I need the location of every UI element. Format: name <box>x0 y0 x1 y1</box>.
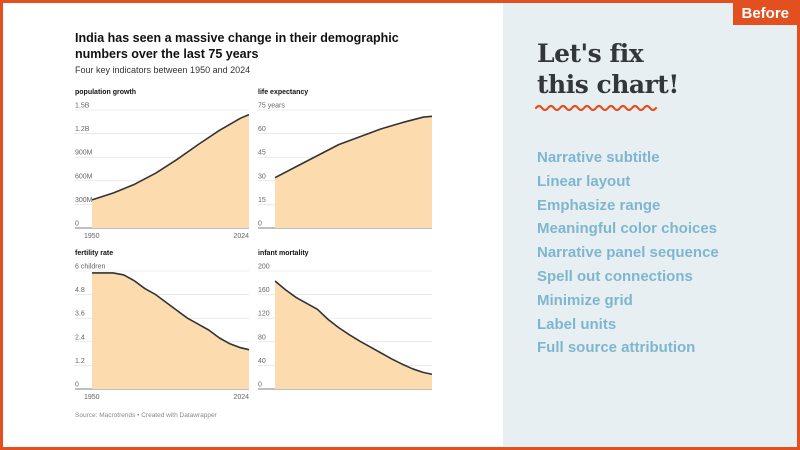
x-tick-label: 2024 <box>233 394 249 401</box>
y-tick-label: 120 <box>258 311 270 318</box>
y-tick-label: 600M <box>75 173 93 180</box>
series-area <box>92 272 249 389</box>
y-tick-label: 4.8 <box>75 287 85 294</box>
tip-item: Spell out connections <box>537 267 693 285</box>
tip-item: Narrative panel sequence <box>537 244 719 262</box>
y-tick-label: 0 <box>75 221 79 228</box>
series-line <box>91 113 250 201</box>
y-tick-label: 0 <box>258 382 262 389</box>
panel-title: infant mortality <box>258 250 309 257</box>
chart-source: Source: Macrotrends • Created with Dataw… <box>75 412 217 419</box>
y-tick-label: 2.4 <box>75 334 85 341</box>
tip-item: Meaningful color choices <box>537 220 718 238</box>
y-tick-label: 300M <box>75 197 93 204</box>
panel-title: life expectancy <box>258 89 308 96</box>
y-tick-label: 160 <box>258 287 270 294</box>
y-tick-label: 75 years <box>258 103 285 110</box>
panel-title: population growth <box>75 89 136 96</box>
tip-item: Full source attribution <box>537 339 696 357</box>
series-area <box>275 116 432 228</box>
y-tick-label: 1.5B <box>75 103 90 110</box>
series-line <box>92 272 250 351</box>
y-tick-label: 40 <box>258 358 266 365</box>
x-tick-label: 1950 <box>84 233 100 240</box>
chart-title: India has seen a massive change in their… <box>75 31 399 61</box>
tip-item: Label units <box>537 315 617 333</box>
tip-item: Minimize grid <box>537 291 633 309</box>
y-tick-label: 900M <box>75 150 93 157</box>
y-tick-label: 30 <box>258 173 266 180</box>
chart-subtitle: Four key indicators between 1950 and 202… <box>75 65 251 75</box>
y-tick-label: 1.2 <box>75 358 85 365</box>
y-tick-label: 200 <box>258 264 270 271</box>
y-tick-label: 80 <box>258 334 266 341</box>
y-tick-label: 6 children <box>75 264 105 271</box>
panel-title: fertility rate <box>75 250 113 257</box>
y-tick-label: 0 <box>75 382 79 389</box>
y-tick-label: 1.2B <box>75 126 90 133</box>
series-line <box>274 280 433 376</box>
tip-item: Linear layout <box>537 172 631 190</box>
y-tick-label: 3.6 <box>75 311 85 318</box>
y-tick-label: 60 <box>258 126 266 133</box>
series-area <box>92 114 249 228</box>
x-tick-label: 1950 <box>84 394 100 401</box>
tip-item: Narrative subtitle <box>537 149 660 166</box>
series-line <box>274 115 433 179</box>
series-area <box>275 281 432 389</box>
x-tick-label: 2024 <box>233 233 249 240</box>
y-tick-label: 45 <box>258 150 266 157</box>
headline: Let's fix this chart! <box>537 38 679 100</box>
squiggle-underline <box>535 104 658 112</box>
tips-list: Narrative subtitle Linear layout Emphasi… <box>537 146 719 360</box>
before-badge: Before <box>733 3 797 25</box>
y-tick-label: 15 <box>258 197 266 204</box>
tips-panel <box>503 3 797 447</box>
headline-line-2: this chart! <box>537 70 679 99</box>
tip-item: Emphasize range <box>537 196 661 214</box>
headline-line-1: Let's fix <box>537 39 644 68</box>
y-tick-label: 0 <box>258 221 262 228</box>
